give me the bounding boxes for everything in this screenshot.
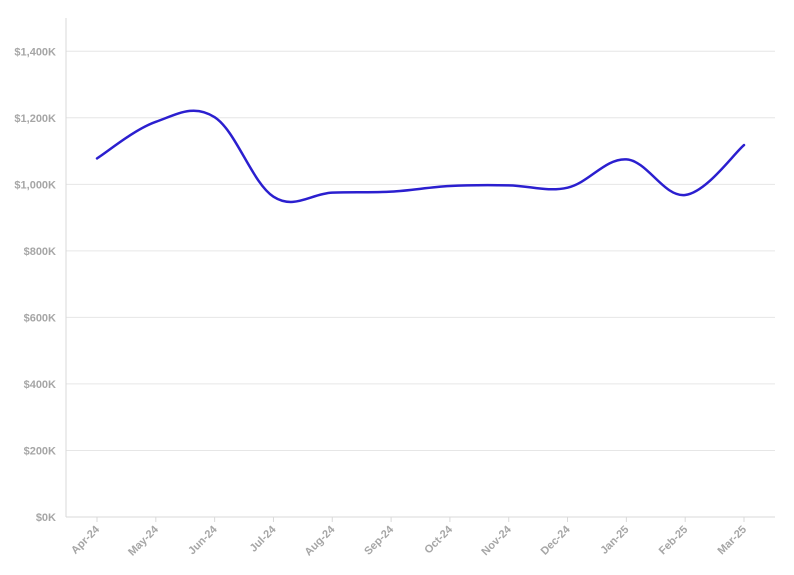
axes (65, 18, 775, 518)
x-tick-label: Jun-24 (186, 523, 220, 557)
y-tick-label: $200K (24, 445, 56, 457)
x-tick-label: Jul-24 (248, 523, 280, 555)
x-tick-label: Aug-24 (303, 523, 338, 558)
x-tick-label: Dec-24 (539, 523, 574, 558)
y-tick-label: $400K (24, 379, 56, 391)
series-line (95, 109, 746, 204)
x-tick-label: Nov-24 (479, 523, 514, 558)
gridlines (66, 50, 775, 451)
y-tick-label: $600K (24, 312, 56, 324)
y-tick-label: $1,400K (14, 46, 56, 58)
x-tick-label: May-24 (126, 523, 161, 558)
series-group (95, 109, 746, 204)
x-tick-label: Oct-24 (422, 523, 455, 556)
x-tick-label: Feb-25 (657, 524, 691, 558)
x-tick-label: Apr-24 (69, 523, 103, 557)
y-tick-labels: $0K $200K $400K $600K $800K $1,000K $1,200K $1,… (14, 46, 56, 524)
y-tick-label: $0K (36, 512, 56, 524)
x-tick-label: Jan-25 (598, 524, 631, 557)
x-tick-label: Sep-24 (362, 523, 397, 558)
y-tick-label: $1,000K (14, 179, 56, 191)
x-tick-labels: Apr-24 May-24 Jun-24 Jul-24 Aug-24 Sep-24 Oct-… (69, 517, 749, 558)
y-tick-label: $1,200K (14, 113, 56, 125)
x-tick-label: Mar-25 (716, 524, 750, 558)
y-tick-label: $800K (24, 246, 56, 258)
